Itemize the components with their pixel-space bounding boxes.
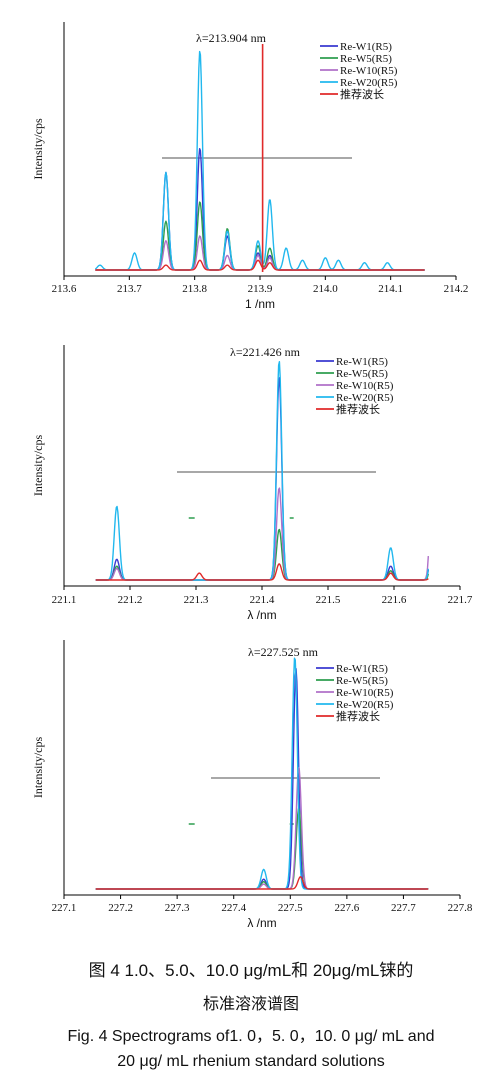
legend-label: Re-W5(R5) [336, 368, 388, 380]
legend: Re-W1(R5)Re-W5(R5)Re-W10(R5)Re-W20(R5)推荐… [316, 663, 394, 723]
y-axis-label: Intensity/cps [31, 737, 45, 799]
x-tick-label: 213.8 [182, 283, 207, 295]
x-tick-label: 227.7 [391, 902, 416, 914]
legend-label: 推荐波长 [336, 402, 380, 416]
chart-title: λ=221.426 nm [230, 345, 301, 359]
x-tick-label: 213.6 [52, 283, 77, 295]
y-axis-label: Intensity/cps [31, 435, 45, 497]
x-tick-label: 221.5 [316, 594, 341, 606]
legend-label: 推荐波长 [336, 709, 380, 723]
legend: Re-W1(R5)Re-W5(R5)Re-W10(R5)Re-W20(R5)推荐… [320, 41, 398, 101]
x-tick-label: 221.6 [382, 594, 407, 606]
y-axis-label: Intensity/cps [31, 118, 45, 180]
x-axis-label: λ /nm [247, 608, 276, 622]
legend-label: Re-W1(R5) [340, 41, 392, 53]
x-tick-label: 213.9 [248, 283, 273, 295]
x-tick-label: 221.1 [52, 594, 77, 606]
legend-label: Re-W5(R5) [340, 53, 392, 65]
x-tick-label: 227.4 [221, 902, 246, 914]
chart-title: λ=227.525 nm [248, 645, 319, 659]
caption-cn-line1: 图 4 1.0、5.0、10.0 μg/mL和 20μg/mL铼的 [88, 961, 414, 980]
legend-label: Re-W10(R5) [336, 687, 394, 699]
x-tick-label: 227.3 [165, 902, 190, 914]
x-tick-label: 227.5 [278, 902, 303, 914]
series-line-2 [95, 528, 429, 581]
legend-label: Re-W1(R5) [336, 356, 388, 368]
chart-3: 227.1 227.2 227.3 227.4 227.5 227.6 227.7 227.8… [31, 640, 473, 930]
series-line-2 [95, 808, 429, 890]
x-tick-label: 227.8 [448, 902, 473, 914]
legend-label: Re-W20(R5) [336, 699, 394, 711]
x-tick-label: 221.2 [118, 594, 143, 606]
series-line-5 [95, 259, 425, 271]
legend-label: Re-W10(R5) [336, 380, 394, 392]
series-line-5 [95, 876, 429, 890]
x-tick-label: 221.7 [448, 594, 473, 606]
x-tick-label: 221.4 [250, 594, 275, 606]
legend-label: Re-W20(R5) [340, 77, 398, 89]
legend-label: 推荐波长 [340, 87, 384, 101]
x-tick-label: 227.6 [334, 902, 359, 914]
chart-title: λ=213.904 nm [196, 31, 267, 45]
chart-1: 213.6 213.7 213.8 213.9 214.0 214.1 214.2 1 /nm… [31, 22, 468, 311]
x-axis-label: λ /nm [247, 916, 276, 930]
x-tick-label: 213.7 [117, 283, 142, 295]
x-tick-label: 214.2 [444, 283, 469, 295]
caption-en-line1: Fig. 4 Spectrograms of1. 0，5. 0，10. 0 μg… [67, 1028, 435, 1045]
caption-en-line2: 20 μg/ mL rhenium standard solutions [117, 1053, 385, 1070]
x-tick-label: 214.1 [378, 283, 403, 295]
legend-label: Re-W10(R5) [340, 65, 398, 77]
legend: Re-W1(R5)Re-W5(R5)Re-W10(R5)Re-W20(R5)推荐… [316, 356, 394, 416]
series-line-3 [95, 487, 430, 581]
chart-2: 221.1 221.2 221.3 221.4 221.5 221.6 221.7 λ /nm… [31, 345, 473, 622]
caption-cn-line2: 标准溶液谱图 [202, 996, 299, 1013]
legend-label: Re-W5(R5) [336, 675, 388, 687]
x-tick-label: 214.0 [313, 283, 338, 295]
legend-label: Re-W20(R5) [336, 392, 394, 404]
legend-label: Re-W1(R5) [336, 663, 388, 675]
x-tick-label: 227.1 [52, 902, 77, 914]
x-axis-label: 1 /nm [245, 297, 275, 311]
x-tick-label: 227.2 [108, 902, 133, 914]
x-tick-label: 221.3 [184, 594, 209, 606]
series-line-5 [95, 563, 429, 581]
